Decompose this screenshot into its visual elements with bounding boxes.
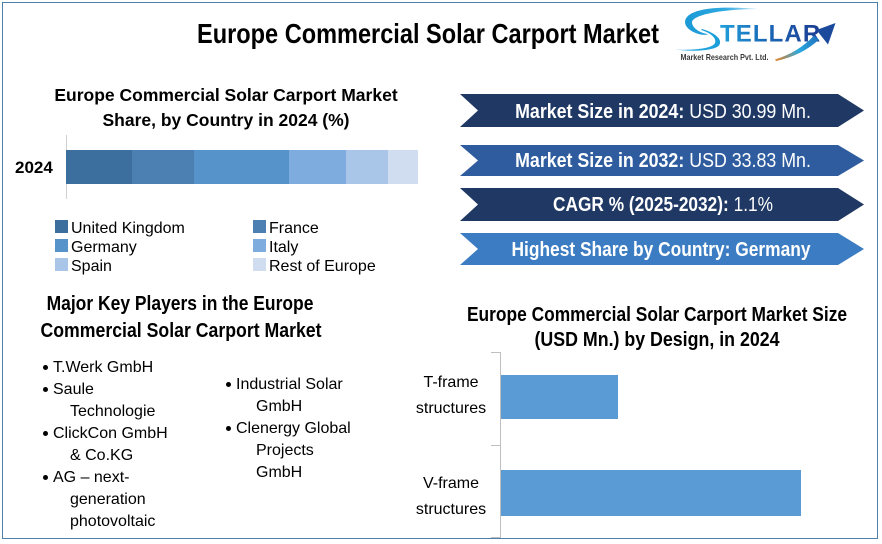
svg-text:Market Research Pvt. Ltd.: Market Research Pvt. Ltd.	[681, 52, 769, 62]
svg-text:TELLAR: TELLAR	[720, 21, 821, 48]
